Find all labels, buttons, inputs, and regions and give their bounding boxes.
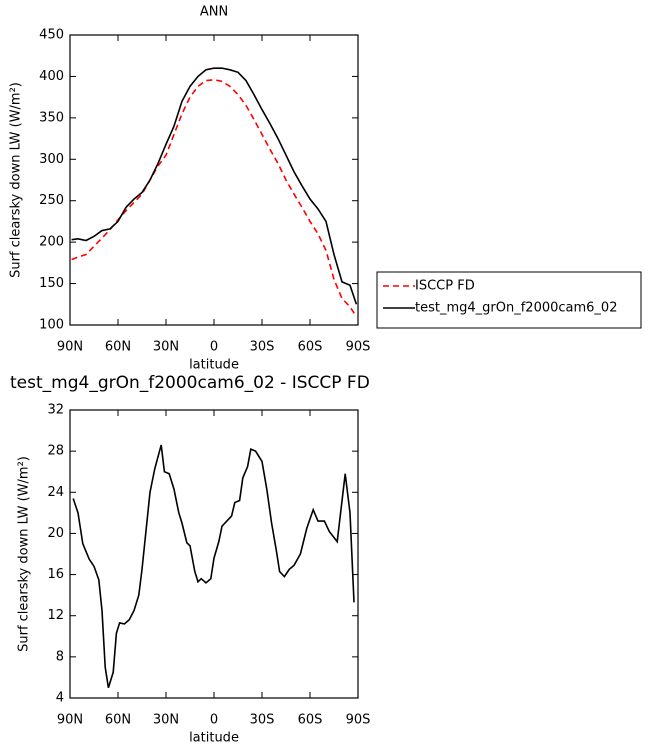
data-line [72,444,355,688]
y-tick-label: 28 [47,444,64,459]
x-tick-label: 30S [250,340,275,355]
data-line [71,78,358,318]
y-tick-label: 200 [39,235,64,250]
x-tick-label: 90S [346,340,371,355]
x-tick-label: 0 [210,340,218,355]
y-axis-label: Surf clearsky down LW (W/m²) [17,456,32,652]
chart-title: test_mg4_grOn_f2000cam6_02 - ISCCP FD [10,373,370,393]
y-tick-label: 24 [47,485,64,500]
x-tick-label: 60N [105,340,131,355]
chart-title: ANN [200,5,228,20]
x-tick-label: 60N [105,713,131,728]
x-tick-label: 60S [298,713,323,728]
y-axis-label: Surf clearsky down LW (W/m²) [9,82,24,278]
x-tick-label: 30N [153,340,179,355]
panel: test_mg4_grOn_f2000cam6_02 - ISCCP FD 4 8 1… [10,373,370,746]
panel: ANN 100 150 200 250 300 350 400 450 90N 60N 30N 0 30S… [9,5,642,373]
x-tick-label: 90N [57,340,83,355]
y-tick-label: 300 [39,152,64,167]
x-tick-label: 90N [57,713,83,728]
plot-frame [69,409,359,699]
x-axis-label: latitude [189,731,239,746]
legend-label: test_mg4_grOn_f2000cam6_02 [415,301,617,316]
y-tick-label: 32 [47,403,64,418]
y-tick-label: 100 [39,318,64,333]
y-tick-label: 12 [47,608,64,623]
x-tick-label: 90S [346,713,371,728]
x-axis-label: latitude [189,358,239,373]
y-tick-label: 150 [39,276,64,291]
plot-frame [69,34,359,326]
y-tick-label: 4 [56,691,64,706]
y-tick-label: 16 [47,567,64,582]
legend-box [376,271,642,329]
legend-label: ISCCP FD [415,279,475,294]
x-tick-label: 30S [250,713,275,728]
y-tick-label: 250 [39,193,64,208]
y-tick-label: 450 [39,28,64,43]
x-tick-label: 60S [298,340,323,355]
y-tick-label: 20 [47,526,64,541]
x-tick-label: 0 [210,713,218,728]
x-tick-label: 30N [153,713,179,728]
y-tick-label: 8 [56,649,64,664]
y-tick-label: 350 [39,110,64,125]
data-line [71,67,358,305]
y-tick-label: 400 [39,69,64,84]
